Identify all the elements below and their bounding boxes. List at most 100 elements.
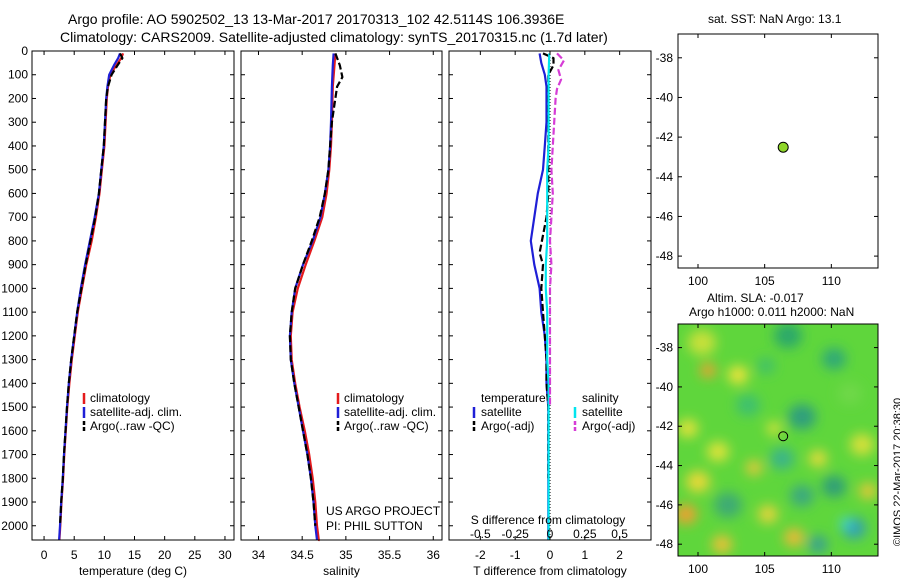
salinity-xtick-label: 35 (339, 548, 353, 562)
temperature-xtick-label: 5 (71, 548, 78, 562)
difference-legend-s-label: satellite (582, 405, 623, 419)
sla-map-field-blob (678, 504, 697, 525)
sla-map-field-blob (850, 433, 874, 456)
sla-map-field-blob (840, 518, 852, 529)
salinity-legend-label: Argo(..raw -QC) (344, 419, 429, 433)
depth-tick-label: 1600 (1, 424, 28, 438)
depth-tick-label: 0 (21, 44, 28, 58)
sla-map-ytick-label: -40 (656, 380, 674, 394)
sla-map-ytick-label: -46 (656, 498, 674, 512)
temperature-legend-label: climatology (90, 391, 150, 405)
difference-legend-t-label: satellite (481, 405, 522, 419)
temperature-legend-label: Argo(..raw -QC) (90, 419, 175, 433)
difference-s-tick-label: -0.25 (501, 527, 529, 541)
temperature-legend-label: satellite-adj. clim. (90, 405, 182, 419)
difference-s-tick-label: 0 (547, 527, 554, 541)
sla-map-field-blob (736, 394, 760, 417)
depth-tick-label: 1800 (1, 471, 28, 485)
temperature-panel-frame (31, 50, 235, 541)
sst-map-title: sat. SST: NaN Argo: 13.1 (708, 12, 842, 26)
temperature-xtick-label: 10 (98, 548, 112, 562)
sla-map-xtick-label: 100 (688, 562, 708, 576)
salinity-legend-label: climatology (344, 391, 404, 405)
sst-map-xtick-label: 110 (822, 274, 841, 288)
sla-map-field-blob (784, 528, 804, 547)
sla-map-field-blob (707, 441, 729, 462)
sla-map-field (678, 324, 878, 556)
sla-map-field-blob (809, 450, 827, 467)
sla-map-field-blob (714, 492, 742, 518)
sla-map-field-blob (774, 324, 802, 349)
difference-s-tick-label: 0.5 (611, 527, 628, 541)
sla-map-field-blob (788, 404, 816, 430)
salinity-note-line2: PI: PHIL SUTTON (326, 519, 423, 533)
difference-series-line (548, 52, 566, 408)
temperature-series-line (58, 53, 122, 541)
sla-map-field-blob (700, 363, 716, 378)
sla-map-field-blob (746, 460, 762, 476)
salinity-panel-frame (240, 50, 443, 541)
sla-map-field-blob (770, 447, 794, 470)
sla-map-field-blob (822, 475, 846, 498)
salinity-note-line1: US ARGO PROJECT (326, 504, 441, 518)
difference-legend-t-label: Argo(-adj) (481, 419, 534, 433)
salinity-xtick-label: 34 (252, 548, 266, 562)
sst-map-ytick-label: -46 (656, 209, 674, 223)
difference-series-line (544, 53, 551, 540)
sst-map-xtick-label: 105 (755, 274, 775, 288)
depth-tick-label: 1400 (1, 376, 28, 390)
depth-tick-label: 600 (8, 186, 28, 200)
depth-tick-label: 1700 (1, 448, 28, 462)
sla-map-xtick-label: 110 (822, 562, 841, 576)
temperature-xtick-label: 0 (41, 548, 48, 562)
sla-map-field-blob (838, 382, 862, 405)
sla-map-ytick-label: -38 (656, 341, 674, 355)
sla-map-field-blob (822, 348, 846, 370)
depth-tick-label: 1000 (1, 281, 28, 295)
temperature-series-line (58, 52, 124, 526)
sst-map-ytick-label: -44 (656, 170, 674, 184)
difference-xlabel: T difference from climatology (473, 564, 627, 578)
sla-map-argo-marker (778, 431, 789, 442)
depth-tick-label: 900 (8, 258, 28, 272)
difference-s-tick-label: -0.5 (470, 527, 491, 541)
sst-map-ytick-label: -40 (656, 90, 674, 104)
temperature-xtick-label: 30 (218, 548, 232, 562)
sla-map-title-line1: Altim. SLA: -0.017 (707, 291, 804, 305)
salinity-xtick-label: 35.5 (378, 548, 402, 562)
depth-tick-label: 400 (8, 139, 28, 153)
depth-tick-label: 1500 (1, 400, 28, 414)
depth-tick-label: 1900 (1, 495, 28, 509)
sla-map-ytick-label: -44 (656, 459, 674, 473)
depth-tick-label: 1300 (1, 353, 28, 367)
difference-xtick-label: 0 (547, 548, 554, 562)
difference-legend-t-title: temperature (481, 391, 546, 405)
difference-s-tick-label: 0.25 (573, 527, 597, 541)
salinity-xlabel: salinity (323, 564, 360, 578)
sla-map-ytick-label: -42 (656, 419, 674, 433)
figure-title-line2: Climatology: CARS2009. Satellite-adjuste… (60, 29, 608, 45)
sla-map-field-blob (688, 329, 716, 356)
sla-map-field-blob (712, 535, 732, 554)
sla-map-field-blob (790, 484, 814, 507)
temperature-xtick-label: 25 (188, 548, 202, 562)
depth-tick-label: 2000 (1, 519, 28, 533)
sst-map-argo-marker (777, 141, 789, 153)
difference-xtick-label: 2 (616, 548, 623, 562)
difference-legend-s-title: salinity (582, 391, 619, 405)
sst-map-ytick-label: -48 (656, 249, 674, 263)
difference-s-axis-label: S difference from climatology (471, 513, 626, 527)
temperature-panel-bg (32, 51, 234, 540)
difference-legend-s-label: Argo(-adj) (582, 419, 635, 433)
sla-map-ytick-label: -48 (656, 537, 674, 551)
depth-tick-label: 100 (8, 68, 28, 82)
sla-map-field-blobs (678, 324, 877, 554)
difference-xtick-label: -2 (475, 548, 486, 562)
salinity-series-line (288, 53, 344, 526)
sla-map-field-blob (859, 482, 877, 500)
depth-tick-label: 500 (8, 163, 28, 177)
temperature-xtick-label: 20 (158, 548, 172, 562)
difference-xtick-label: 1 (581, 548, 588, 562)
depth-tick-label: 300 (8, 115, 28, 129)
sla-map-field-blob (686, 470, 710, 493)
